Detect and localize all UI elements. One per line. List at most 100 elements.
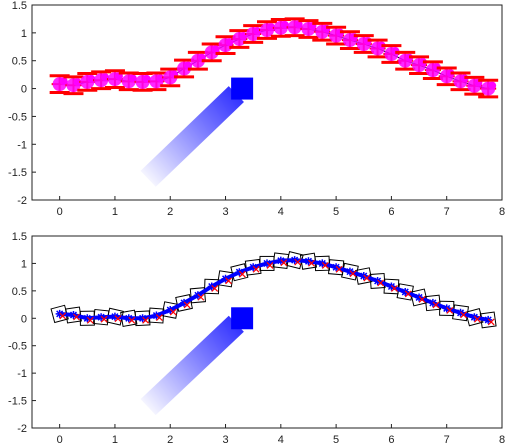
cross-marker [377, 279, 385, 287]
data-point [180, 298, 189, 307]
outline-box [465, 308, 484, 327]
data-point-cluster [156, 74, 165, 83]
data-point [193, 291, 202, 300]
cross-marker [418, 296, 426, 303]
outline-box [216, 270, 235, 288]
y-tick-label: -1.5 [8, 167, 27, 179]
data-point [263, 259, 271, 268]
arrow-body [140, 315, 244, 416]
x-tick-label: 3 [222, 434, 228, 446]
data-point-cluster [225, 38, 234, 47]
x-tick-label: 7 [444, 434, 450, 446]
y-tick-label: 0.5 [12, 56, 27, 68]
cross-marker [460, 311, 467, 319]
cross-marker [280, 259, 288, 267]
x-tick-label: 0 [57, 206, 63, 218]
data-point [55, 309, 64, 318]
y-tick-label: -2 [17, 195, 27, 207]
arrow-head [231, 307, 254, 330]
plot-area-frame [31, 235, 503, 429]
data-point [97, 313, 106, 322]
data-point [345, 267, 354, 276]
data-point-cluster [211, 45, 220, 54]
x-tick-label: 4 [278, 206, 284, 218]
data-point [235, 268, 244, 277]
data-point [387, 282, 396, 291]
y-tick-label: -1 [17, 139, 27, 151]
outline-box [203, 278, 220, 295]
y-tick-label: 1.5 [12, 0, 27, 12]
cross-marker [100, 315, 108, 323]
y-tick-label: -2 [17, 423, 27, 435]
y-tick-label: 0.5 [12, 286, 27, 298]
cross-marker [183, 301, 191, 309]
cross-marker [252, 265, 260, 273]
x-tick-label: 5 [333, 206, 339, 218]
data-point [276, 256, 285, 265]
cross-marker [128, 316, 136, 324]
x-tick-label: 8 [499, 434, 505, 446]
outline-box [161, 301, 180, 319]
cross-marker [197, 293, 205, 301]
data-point [373, 276, 382, 285]
outline-box [189, 287, 207, 304]
data-point [484, 315, 493, 324]
cross-marker [266, 262, 274, 269]
outline-box [479, 311, 497, 329]
data-point [138, 314, 147, 323]
data-point [359, 272, 368, 281]
cross-marker [321, 262, 329, 269]
data-point [332, 263, 341, 272]
data-point-cluster [488, 81, 497, 90]
cross-marker [446, 306, 454, 314]
x-tick-label: 1 [112, 434, 118, 446]
y-tick-label: 0 [21, 84, 27, 96]
x-tick-label: 8 [499, 206, 505, 218]
y-tick-label: -1.5 [8, 396, 27, 408]
cross-marker [59, 312, 67, 320]
data-point-cluster [128, 74, 137, 83]
cross-marker [73, 313, 80, 321]
data-point [152, 311, 161, 320]
cross-marker [487, 318, 495, 326]
cross-marker [211, 285, 219, 292]
data-point [318, 259, 327, 268]
cross-marker [404, 290, 412, 298]
x-tick-label: 7 [444, 206, 450, 218]
plot-area-frame [31, 4, 503, 201]
cross-marker [390, 285, 398, 292]
cross-marker [155, 314, 163, 321]
y-tick-label: -0.5 [8, 111, 27, 123]
data-point [207, 282, 216, 291]
data-point-cluster [184, 61, 193, 70]
cross-marker [294, 258, 302, 266]
data-point-cluster [253, 26, 262, 35]
cross-marker [114, 315, 122, 323]
top-chart-panel: 0 1 2 3 4 5 6 7 8 1.5 1 0.5 0 -0.5 -1 -1.5 -2 [8, 0, 505, 218]
data-point-cluster [294, 20, 303, 29]
cross-marker [335, 265, 343, 273]
cross-marker [142, 316, 150, 324]
x-tick-label: 2 [167, 434, 173, 446]
bottom-chart-panel: 0 1 2 3 4 5 6 7 8 1.5 1 0.5 0 -0.5 -1 -1.5 -2 [8, 231, 505, 446]
data-point [456, 308, 465, 317]
y-tick-label: -0.5 [8, 341, 27, 353]
data-point [249, 263, 258, 272]
cross-marker [473, 315, 481, 323]
data-point-cluster [87, 74, 96, 83]
cross-marker [308, 259, 315, 267]
data-point [401, 287, 410, 296]
outline-box [383, 278, 400, 295]
data-point [221, 274, 230, 283]
data-point [470, 313, 479, 322]
y-tick-label: 1 [21, 258, 27, 270]
x-tick-label: 6 [388, 206, 394, 218]
cross-marker [86, 316, 94, 324]
data-point [83, 314, 92, 323]
cross-marker [349, 270, 357, 278]
cross-marker [432, 301, 440, 309]
arrow-body [140, 86, 244, 187]
x-tick-label: 0 [57, 434, 63, 446]
outline-box [410, 288, 429, 307]
